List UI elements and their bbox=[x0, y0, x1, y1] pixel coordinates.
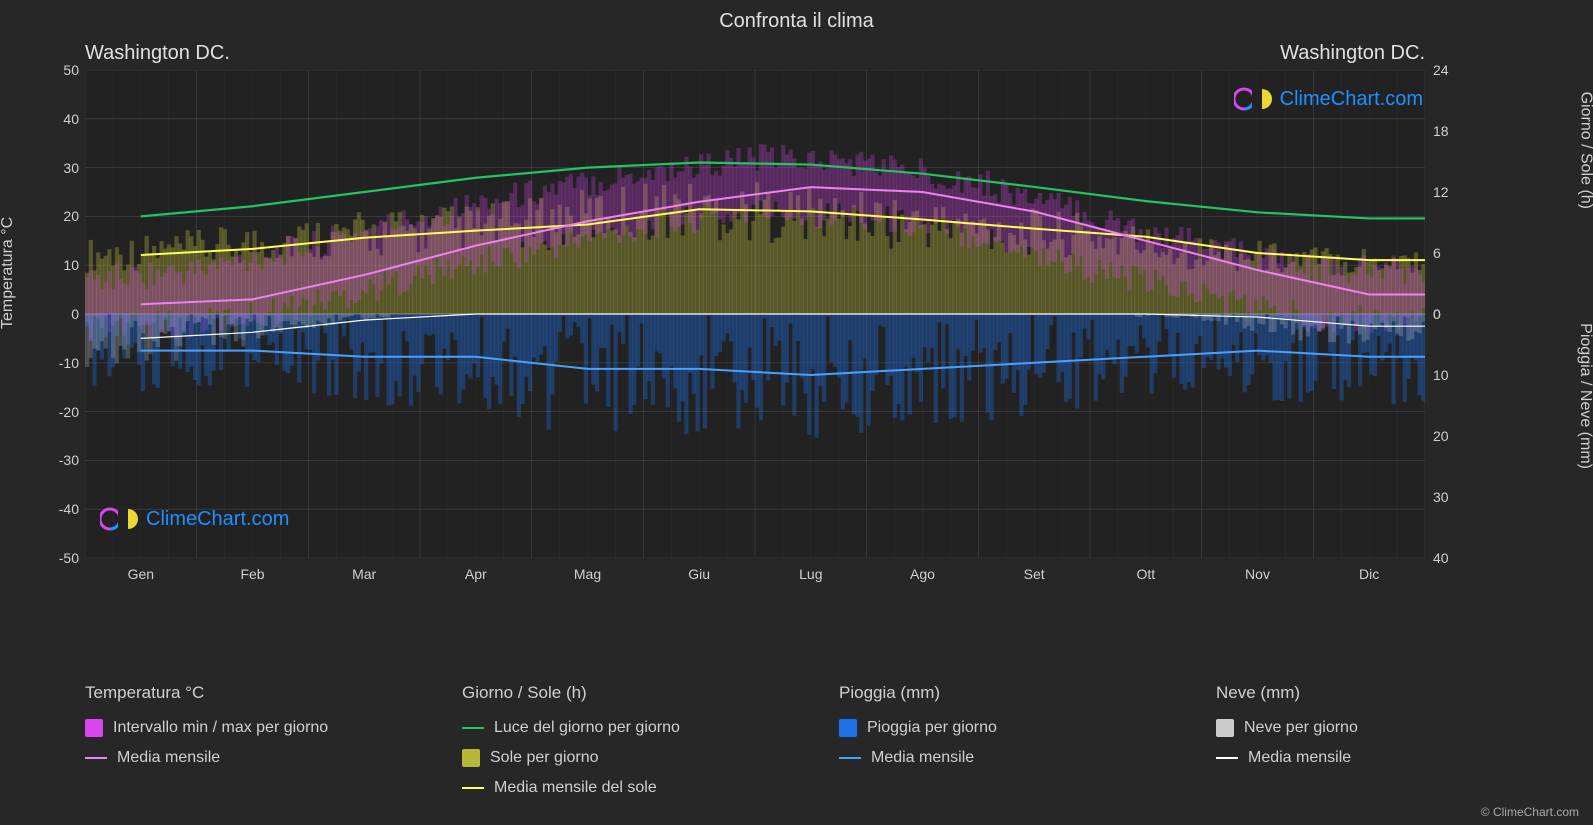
legend-label: Media mensile bbox=[871, 749, 974, 767]
y-left-tick: -20 bbox=[45, 404, 79, 420]
y-axis-right-bottom-label: Pioggia / Neve (mm) bbox=[1576, 323, 1593, 469]
legend-col-rain: Pioggia (mm) Pioggia per giorno Media me… bbox=[839, 683, 1176, 797]
swatch-temp-range bbox=[85, 719, 103, 737]
legend-label: Media mensile del sole bbox=[494, 779, 657, 797]
x-tick: Mar bbox=[352, 566, 376, 582]
x-tick: Set bbox=[1024, 566, 1045, 582]
y-axis-left-label: Temperatura °C bbox=[0, 217, 17, 329]
swatch-snow-fill bbox=[1216, 719, 1234, 737]
legend-item: Media mensile del sole bbox=[462, 779, 799, 797]
x-tick: Gen bbox=[128, 566, 154, 582]
y-right-top-tick: 24 bbox=[1433, 62, 1449, 78]
y-right-bottom-tick: 0 bbox=[1433, 306, 1441, 322]
y-left-tick: -40 bbox=[45, 501, 79, 517]
logo-icon bbox=[1234, 85, 1274, 113]
legend-header: Giorno / Sole (h) bbox=[462, 683, 799, 703]
legend: Temperatura °C Intervallo min / max per … bbox=[85, 683, 1553, 797]
y-left-tick: -50 bbox=[45, 550, 79, 566]
y-left-tick: 40 bbox=[45, 111, 79, 127]
y-right-top-tick: 6 bbox=[1433, 245, 1441, 261]
legend-header: Neve (mm) bbox=[1216, 683, 1553, 703]
swatch-daylight bbox=[462, 727, 484, 729]
legend-col-temperature: Temperatura °C Intervallo min / max per … bbox=[85, 683, 422, 797]
y-right-bottom-tick: 30 bbox=[1433, 489, 1449, 505]
legend-label: Media mensile bbox=[1248, 749, 1351, 767]
y-right-bottom-tick: 10 bbox=[1433, 367, 1449, 383]
copyright: © ClimeChart.com bbox=[1481, 805, 1579, 819]
x-tick: Ott bbox=[1136, 566, 1155, 582]
swatch-rain-fill bbox=[839, 719, 857, 737]
x-tick: Nov bbox=[1245, 566, 1270, 582]
chart-svg bbox=[85, 70, 1425, 558]
y-left-tick: 0 bbox=[45, 306, 79, 322]
legend-item: Sole per giorno bbox=[462, 749, 799, 767]
legend-item: Intervallo min / max per giorno bbox=[85, 719, 422, 737]
legend-item: Pioggia per giorno bbox=[839, 719, 1176, 737]
legend-label: Neve per giorno bbox=[1244, 719, 1358, 737]
swatch-temp-avg bbox=[85, 757, 107, 759]
swatch-snow-line bbox=[1216, 757, 1238, 759]
swatch-rain-line bbox=[839, 757, 861, 759]
city-label-right: Washington DC. bbox=[1280, 42, 1425, 65]
city-label-left: Washington DC. bbox=[85, 42, 230, 65]
chart-title: Confronta il clima bbox=[0, 10, 1593, 33]
y-left-tick: 50 bbox=[45, 62, 79, 78]
legend-label: Pioggia per giorno bbox=[867, 719, 997, 737]
watermark-text: ClimeChart.com bbox=[1280, 88, 1423, 111]
legend-label: Intervallo min / max per giorno bbox=[113, 719, 328, 737]
y-right-bottom-tick: 20 bbox=[1433, 428, 1449, 444]
watermark-top: ClimeChart.com bbox=[1234, 85, 1423, 113]
x-tick: Dic bbox=[1359, 566, 1379, 582]
watermark-bottom: ClimeChart.com bbox=[100, 505, 289, 533]
swatch-sun-fill bbox=[462, 749, 480, 767]
legend-header: Temperatura °C bbox=[85, 683, 422, 703]
y-right-top-tick: 12 bbox=[1433, 184, 1449, 200]
legend-header: Pioggia (mm) bbox=[839, 683, 1176, 703]
y-left-tick: 10 bbox=[45, 257, 79, 273]
y-right-top-tick: 18 bbox=[1433, 123, 1449, 139]
y-right-bottom-tick: 40 bbox=[1433, 550, 1449, 566]
x-tick: Ago bbox=[910, 566, 935, 582]
x-tick: Feb bbox=[240, 566, 264, 582]
x-tick: Giu bbox=[688, 566, 710, 582]
x-tick: Lug bbox=[799, 566, 822, 582]
logo-icon bbox=[100, 505, 140, 533]
x-tick: Apr bbox=[465, 566, 487, 582]
legend-label: Luce del giorno per giorno bbox=[494, 719, 680, 737]
watermark-text: ClimeChart.com bbox=[146, 508, 289, 531]
legend-label: Media mensile bbox=[117, 749, 220, 767]
legend-label: Sole per giorno bbox=[490, 749, 599, 767]
legend-item: Media mensile bbox=[1216, 749, 1553, 767]
x-tick: Mag bbox=[574, 566, 601, 582]
y-left-tick: 20 bbox=[45, 208, 79, 224]
y-left-tick: -30 bbox=[45, 452, 79, 468]
y-left-tick: -10 bbox=[45, 355, 79, 371]
legend-item: Media mensile bbox=[839, 749, 1176, 767]
y-left-tick: 30 bbox=[45, 160, 79, 176]
y-axis-right-top-label: Giorno / Sole (h) bbox=[1576, 92, 1593, 209]
legend-item: Media mensile bbox=[85, 749, 422, 767]
swatch-sun-line bbox=[462, 787, 484, 789]
legend-item: Neve per giorno bbox=[1216, 719, 1553, 737]
legend-col-daylight: Giorno / Sole (h) Luce del giorno per gi… bbox=[462, 683, 799, 797]
legend-item: Luce del giorno per giorno bbox=[462, 719, 799, 737]
legend-col-snow: Neve (mm) Neve per giorno Media mensile bbox=[1216, 683, 1553, 797]
